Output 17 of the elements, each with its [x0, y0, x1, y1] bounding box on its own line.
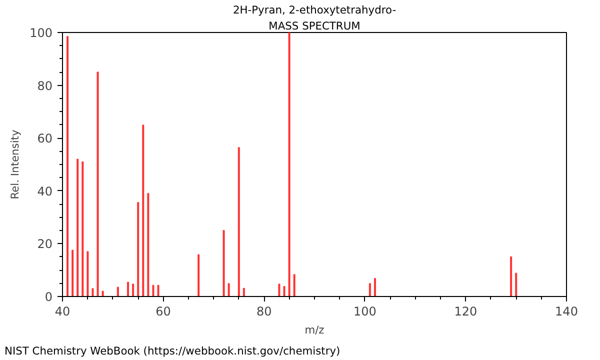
y-tick-label: 40 [37, 184, 53, 198]
x-tick-label: 40 [54, 304, 70, 318]
x-tick-label: 120 [454, 304, 478, 318]
chart-title: 2H-Pyran, 2-ethoxytetrahydro- [232, 4, 396, 16]
x-tick-label: 140 [555, 304, 578, 318]
y-axis-title: Rel. Intensity [8, 130, 22, 200]
x-tick-label: 100 [353, 304, 376, 318]
y-tick-label: 60 [37, 132, 53, 146]
text: NIST Chemistry WebBook (https://webbook.nist.gov/chemistry) [4, 344, 340, 358]
y-tick-label: 20 [37, 237, 53, 252]
x-tick-label: 80 [256, 304, 272, 318]
x-axis-title: m/z [304, 324, 325, 336]
chart-subtitle: MASS SPECTRUM [268, 20, 360, 32]
y-tick-label: 80 [37, 78, 53, 93]
x-tick-label: 60 [156, 304, 171, 318]
y-tick-label: 100 [30, 26, 52, 40]
y-tick-label: 0 [44, 290, 53, 304]
